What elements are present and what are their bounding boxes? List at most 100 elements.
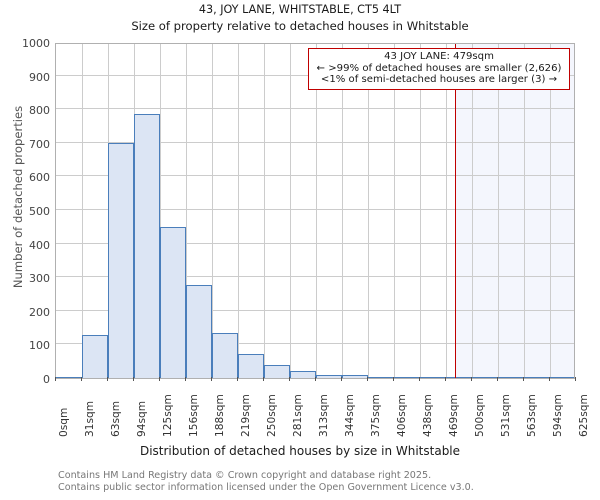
histogram-bar [446,376,472,378]
y-axis-tick-label: 700 [29,137,50,151]
gridline-vertical [289,44,291,378]
x-axis-tick-mark [55,377,56,381]
page-title: 43, JOY LANE, WHITSTABLE, CT5 4LT [198,3,402,16]
x-axis-tick-mark [471,377,472,381]
x-axis-tick-mark [575,377,576,381]
y-axis-tick-label: 0 [43,373,50,386]
histogram-bar [368,376,394,378]
gridline-vertical [238,44,240,378]
x-axis-tick-label: 375sqm [370,394,382,437]
footer-line-1: Contains HM Land Registry data © Crown c… [58,470,432,481]
histogram-bar [472,376,498,378]
gridline-vertical [420,44,422,378]
x-axis-tick-label: 0sqm [58,407,70,437]
histogram-bar [134,113,160,378]
x-axis-tick-label: 188sqm [214,394,227,437]
x-axis-tick-label: 63sqm [110,400,123,437]
gridline-vertical [550,44,552,378]
x-axis-ticks: 0sqm 31sqm 63sqm 94sqm 125sqm 156sqm 188sqm 219… [55,377,590,439]
gridline-vertical [472,44,473,378]
gridline-vertical [342,44,344,378]
x-axis-tick-mark [184,377,186,381]
x-axis-tick-label: 563sqm [526,394,539,437]
x-axis-tick-mark [341,377,343,381]
gridline-vertical [185,44,187,378]
page-subtitle: Size of property relative to detached ho… [131,19,469,33]
histogram-bar [108,142,135,378]
gridline-vertical [446,44,448,378]
histogram-bar [160,226,186,378]
x-axis-tick-mark [159,377,160,381]
x-axis-tick-label: 125sqm [162,394,174,437]
title-block: 43, JOY LANE, WHITSTABLE, CT5 4LT Size o… [0,2,600,35]
histogram-bar [420,376,447,378]
gridline-vertical [368,44,369,378]
x-axis-tick-mark [549,377,551,381]
y-axis-tick-label: 1000 [22,37,50,50]
gridline-vertical [81,44,83,378]
histogram-bar [185,284,213,378]
x-axis-tick-label: 31sqm [83,400,96,437]
y-axis-tick-label: 800 [29,104,50,118]
gridline-horizontal [56,175,574,177]
x-axis-tick-label: 500sqm [474,394,486,437]
histogram-bar [264,365,290,378]
histogram-bar [81,335,109,378]
x-axis-tick-mark [237,377,239,381]
x-axis-tick-label: 94sqm [136,400,149,437]
y-axis-tick-label: 100 [29,339,50,353]
x-axis-tick-label: 344sqm [344,394,357,437]
gridline-vertical [212,44,214,378]
gridline-vertical [393,44,395,378]
gridline-vertical [160,44,161,378]
x-axis-tick-label: 156sqm [187,394,200,437]
gridline-vertical [524,44,526,378]
x-axis-tick-mark [367,377,368,381]
marker-annotation-box: 43 JOY LANE: 479sqm ← >99% of detached h… [308,48,570,90]
x-axis-tick-mark [80,377,82,381]
x-axis-tick-mark [288,377,290,381]
x-axis-tick-mark [211,377,213,381]
x-axis-tick-label: 406sqm [395,394,408,437]
gridline-horizontal [56,108,574,110]
histogram-bar [238,354,264,378]
histogram-bar [342,374,368,378]
annotation-line-2: ← >99% of detached houses are smaller (2… [316,62,562,74]
y-axis-ticks: 0 100 200 300 400 500 600 700 800 900 1000 [0,38,50,385]
histogram-bar [316,374,343,378]
property-size-marker-line [454,44,456,378]
x-axis-tick-label: 469sqm [448,394,461,437]
histogram-bar [56,376,82,378]
x-axis-tick-label: 219sqm [240,394,253,437]
x-axis-tick-label: 438sqm [422,394,435,437]
x-axis-tick-mark [107,377,109,381]
gridline-vertical [316,44,318,378]
gridline-vertical [497,44,499,378]
annotation-line-1: 43 JOY LANE: 479sqm [384,51,494,62]
y-axis-tick-label: 400 [29,238,50,252]
gridline-horizontal [56,309,574,311]
histogram-bar [550,376,574,378]
plot-area [55,43,575,379]
histogram-bar [497,376,525,378]
x-axis-tick-mark [445,377,447,381]
x-axis-tick-mark [392,377,394,381]
gridline-horizontal [56,209,574,210]
x-axis-tick-mark [523,377,525,381]
x-axis-tick-label: 625sqm [578,394,590,437]
x-axis-tick-label: 313sqm [318,394,331,437]
y-axis-tick-label: 600 [29,171,50,185]
gridline-horizontal [56,141,574,143]
footer-line-2: Contains public sector information licen… [58,481,474,493]
annotation-line-3: <1% of semi-detached houses are larger (… [320,74,558,85]
x-axis-tick-label: 594sqm [552,394,565,437]
attribution-footer: Contains HM Land Registry data © Crown c… [58,470,578,493]
y-axis-label: Number of detached properties [11,105,25,289]
x-axis-tick-mark [133,377,135,381]
x-axis-tick-mark [263,377,264,381]
histogram-bar [524,376,551,378]
x-axis-tick-mark [315,377,317,381]
histogram-bar [393,376,421,378]
x-axis-tick-mark [496,377,498,381]
gridline-vertical [264,44,265,378]
